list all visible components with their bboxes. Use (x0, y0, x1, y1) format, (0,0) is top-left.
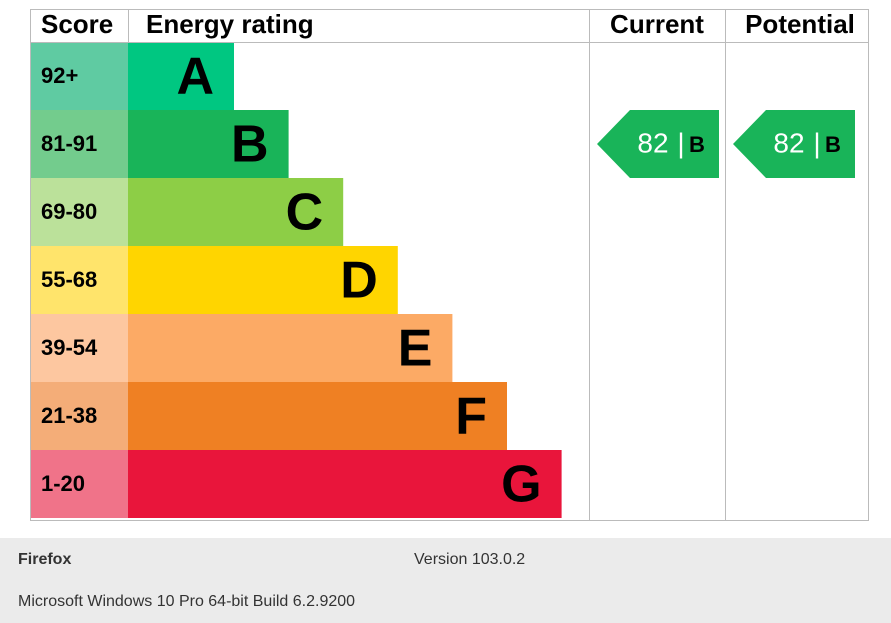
score-cell (30, 178, 128, 246)
band-letter: G (501, 456, 541, 514)
score-cell (30, 450, 128, 518)
rating-bar (128, 314, 453, 382)
band-letter: C (286, 184, 324, 242)
potential-value: 82 (773, 127, 804, 158)
band-letter: A (176, 48, 214, 106)
score-cell (30, 42, 128, 110)
header-rating: Energy rating (146, 9, 314, 39)
potential-separator: | (813, 127, 820, 158)
footer-bg (0, 538, 891, 623)
current-value: 82 (637, 127, 668, 158)
potential-arrow (733, 110, 855, 178)
band-letter: E (398, 320, 433, 378)
band-letter: F (455, 388, 487, 446)
score-label: 1-20 (41, 471, 85, 496)
current-arrow (597, 110, 719, 178)
header-current: Current (610, 9, 704, 39)
band-letter: B (231, 116, 269, 174)
rating-bar (128, 246, 398, 314)
rating-bar (128, 450, 562, 518)
score-label: 81-91 (41, 131, 97, 156)
score-cell (30, 382, 128, 450)
rating-bar (128, 42, 234, 110)
current-letter: B (689, 132, 705, 157)
current-separator: | (677, 127, 684, 158)
header-potential: Potential (745, 9, 855, 39)
rating-bar (128, 110, 289, 178)
score-label: 39-54 (41, 335, 98, 360)
table-grid (30, 9, 869, 521)
rating-bar (128, 382, 507, 450)
header-score: Score (41, 9, 113, 39)
footer-version: Version 103.0.2 (414, 551, 525, 568)
footer-os: Microsoft Windows 10 Pro 64-bit Build 6.… (18, 593, 355, 610)
rating-bar (128, 178, 344, 246)
score-label: 55-68 (41, 267, 97, 292)
potential-letter: B (825, 132, 841, 157)
score-label: 21-38 (41, 403, 97, 428)
footer-browser: Firefox (18, 551, 71, 568)
score-label: 69-80 (41, 199, 97, 224)
score-cell (30, 110, 128, 178)
score-cell (30, 314, 128, 382)
score-label: 92+ (41, 63, 78, 88)
band-letter: D (340, 252, 378, 310)
score-cell (30, 246, 128, 314)
